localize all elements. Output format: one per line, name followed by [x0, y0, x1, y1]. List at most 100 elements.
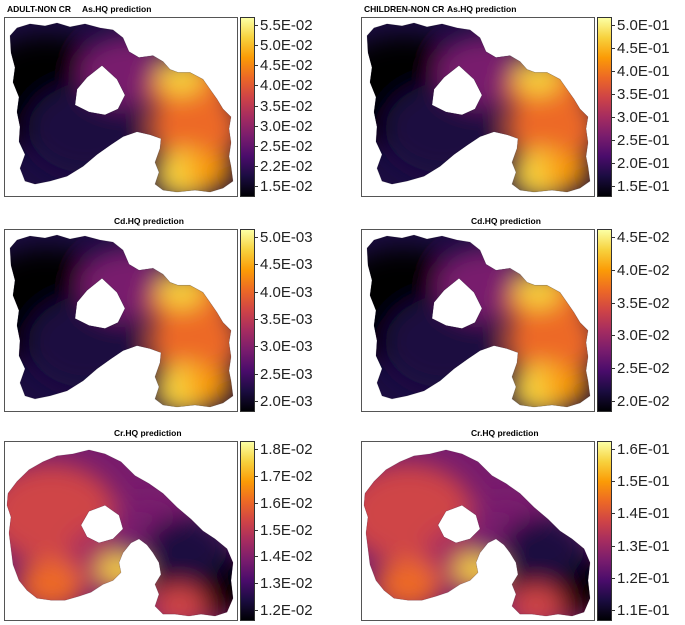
- colorbar-tick-mark: [611, 481, 615, 482]
- surface-blob-8: [515, 273, 562, 310]
- region-outline: [9, 234, 234, 408]
- colorbar-6: [597, 441, 612, 621]
- colorbar-tick-label: 2.5E-02: [617, 360, 670, 377]
- surface-blob-7: [185, 367, 233, 404]
- colorbar-tick-label: 1.5E-01: [617, 178, 670, 195]
- colorbar-tick-label: 4.5E-02: [260, 57, 313, 74]
- colorbar-tick-mark: [611, 94, 615, 95]
- panel-title-1: As.HQ prediction: [82, 4, 152, 14]
- surface-blob-7: [144, 516, 228, 581]
- colorbar-tick-mark: [254, 610, 258, 611]
- colorbar-tick-label: 5.0E-02: [260, 37, 313, 54]
- surface-blob-8: [158, 60, 205, 97]
- colorbar-tick-mark: [611, 513, 615, 514]
- colorbar-tick-mark: [611, 449, 615, 450]
- colorbar-tick-label: 4.0E-03: [260, 284, 313, 301]
- colorbar-tick-mark: [611, 237, 615, 238]
- map-svg-2: [366, 22, 591, 193]
- colorbar-tick-label: 1.4E-01: [617, 505, 670, 522]
- colorbar-5: [240, 441, 255, 621]
- colorbar-tick-mark: [611, 25, 615, 26]
- map-panel-3: [4, 229, 238, 412]
- surface-blob-4: [18, 559, 84, 610]
- colorbar-tick-mark: [611, 546, 615, 547]
- colorbar-2: [597, 17, 612, 197]
- colorbar-tick-label: 1.6E-01: [617, 441, 670, 458]
- map-panel-1: [4, 17, 238, 197]
- colorbar-tick-mark: [254, 556, 258, 557]
- surface-blob-7: [185, 153, 233, 189]
- map-svg-6: [363, 449, 591, 617]
- colorbar-1: [240, 17, 255, 197]
- colorbar-tick-label: 2.5E-02: [260, 138, 313, 155]
- colorbar-tick-mark: [611, 117, 615, 118]
- colorbar-tick-mark: [254, 401, 258, 402]
- colorbar-tick-label: 1.3E-02: [260, 575, 313, 592]
- surface-blob-5: [505, 306, 590, 379]
- colorbar-tick-mark: [254, 126, 258, 127]
- colorbar-tick-label: 1.8E-02: [260, 441, 313, 458]
- colorbar-4: [597, 229, 612, 412]
- colorbar-tick-label: 3.0E-02: [260, 118, 313, 135]
- surface-blob-5: [148, 306, 233, 379]
- panel-title-3: Cd.HQ prediction: [114, 216, 184, 226]
- colorbar-tick-mark: [254, 374, 258, 375]
- colorbar-tick-mark: [611, 401, 615, 402]
- colorbar-tick-mark: [254, 264, 258, 265]
- colorbar-tick-mark: [611, 270, 615, 271]
- colorbar-tick-label: 1.6E-02: [260, 495, 313, 512]
- colorbar-tick-mark: [611, 303, 615, 304]
- colorbar-tick-label: 4.5E-01: [617, 40, 670, 57]
- region-outline: [9, 22, 234, 193]
- colorbar-tick-mark: [254, 476, 258, 477]
- region-outline: [366, 234, 591, 408]
- colorbar-tick-mark: [611, 610, 615, 611]
- colorbar-tick-label: 4.0E-02: [617, 262, 670, 279]
- surface-blob-7: [501, 516, 585, 581]
- panel-title-6: Cr.HQ prediction: [471, 428, 539, 438]
- colorbar-tick-label: 3.5E-02: [617, 295, 670, 312]
- panel-label-2: CHILDREN-NON CR: [364, 4, 445, 14]
- colorbar-tick-label: 1.4E-02: [260, 548, 313, 565]
- region-outline: [6, 449, 234, 617]
- region-outline: [363, 449, 591, 617]
- colorbar-tick-label: 2.0E-03: [260, 393, 313, 410]
- colorbar-tick-label: 2.0E-02: [617, 393, 670, 410]
- colorbar-tick-mark: [254, 45, 258, 46]
- panel-title-4: Cd.HQ prediction: [471, 216, 541, 226]
- colorbar-tick-label: 3.0E-03: [260, 338, 313, 355]
- colorbar-tick-label: 3.5E-03: [260, 311, 313, 328]
- map-svg-4: [366, 234, 591, 408]
- region-outline: [366, 22, 591, 193]
- colorbar-tick-label: 1.5E-01: [617, 473, 670, 490]
- colorbar-tick-mark: [254, 449, 258, 450]
- colorbar-tick-mark: [254, 530, 258, 531]
- colorbar-tick-mark: [611, 186, 615, 187]
- panel-title-5: Cr.HQ prediction: [114, 428, 182, 438]
- colorbar-tick-mark: [254, 166, 258, 167]
- surface-blob-5: [148, 92, 233, 164]
- map-panel-2: [361, 17, 595, 197]
- colorbar-tick-label: 1.7E-02: [260, 468, 313, 485]
- colorbar-tick-label: 1.1E-01: [617, 602, 670, 619]
- colorbar-tick-mark: [254, 146, 258, 147]
- colorbar-tick-label: 1.2E-02: [260, 602, 313, 619]
- colorbar-tick-mark: [254, 106, 258, 107]
- colorbar-tick-label: 4.5E-02: [617, 229, 670, 246]
- surface-blob-5: [505, 92, 590, 164]
- colorbar-tick-label: 4.0E-01: [617, 63, 670, 80]
- surface-blob-8: [151, 584, 207, 617]
- colorbar-tick-label: 5.0E-03: [260, 229, 313, 246]
- surface-blob-8: [515, 60, 562, 97]
- colorbar-tick-mark: [611, 163, 615, 164]
- colorbar-tick-mark: [254, 25, 258, 26]
- colorbar-tick-label: 3.5E-02: [260, 98, 313, 115]
- colorbar-tick-label: 5.0E-01: [617, 17, 670, 34]
- colorbar-tick-label: 3.0E-02: [617, 327, 670, 344]
- map-svg-1: [9, 22, 234, 193]
- colorbar-tick-label: 4.0E-02: [260, 77, 313, 94]
- colorbar-tick-mark: [611, 578, 615, 579]
- colorbar-tick-label: 2.2E-02: [260, 158, 313, 175]
- colorbar-tick-label: 2.5E-03: [260, 366, 313, 383]
- colorbar-tick-label: 1.5E-02: [260, 522, 313, 539]
